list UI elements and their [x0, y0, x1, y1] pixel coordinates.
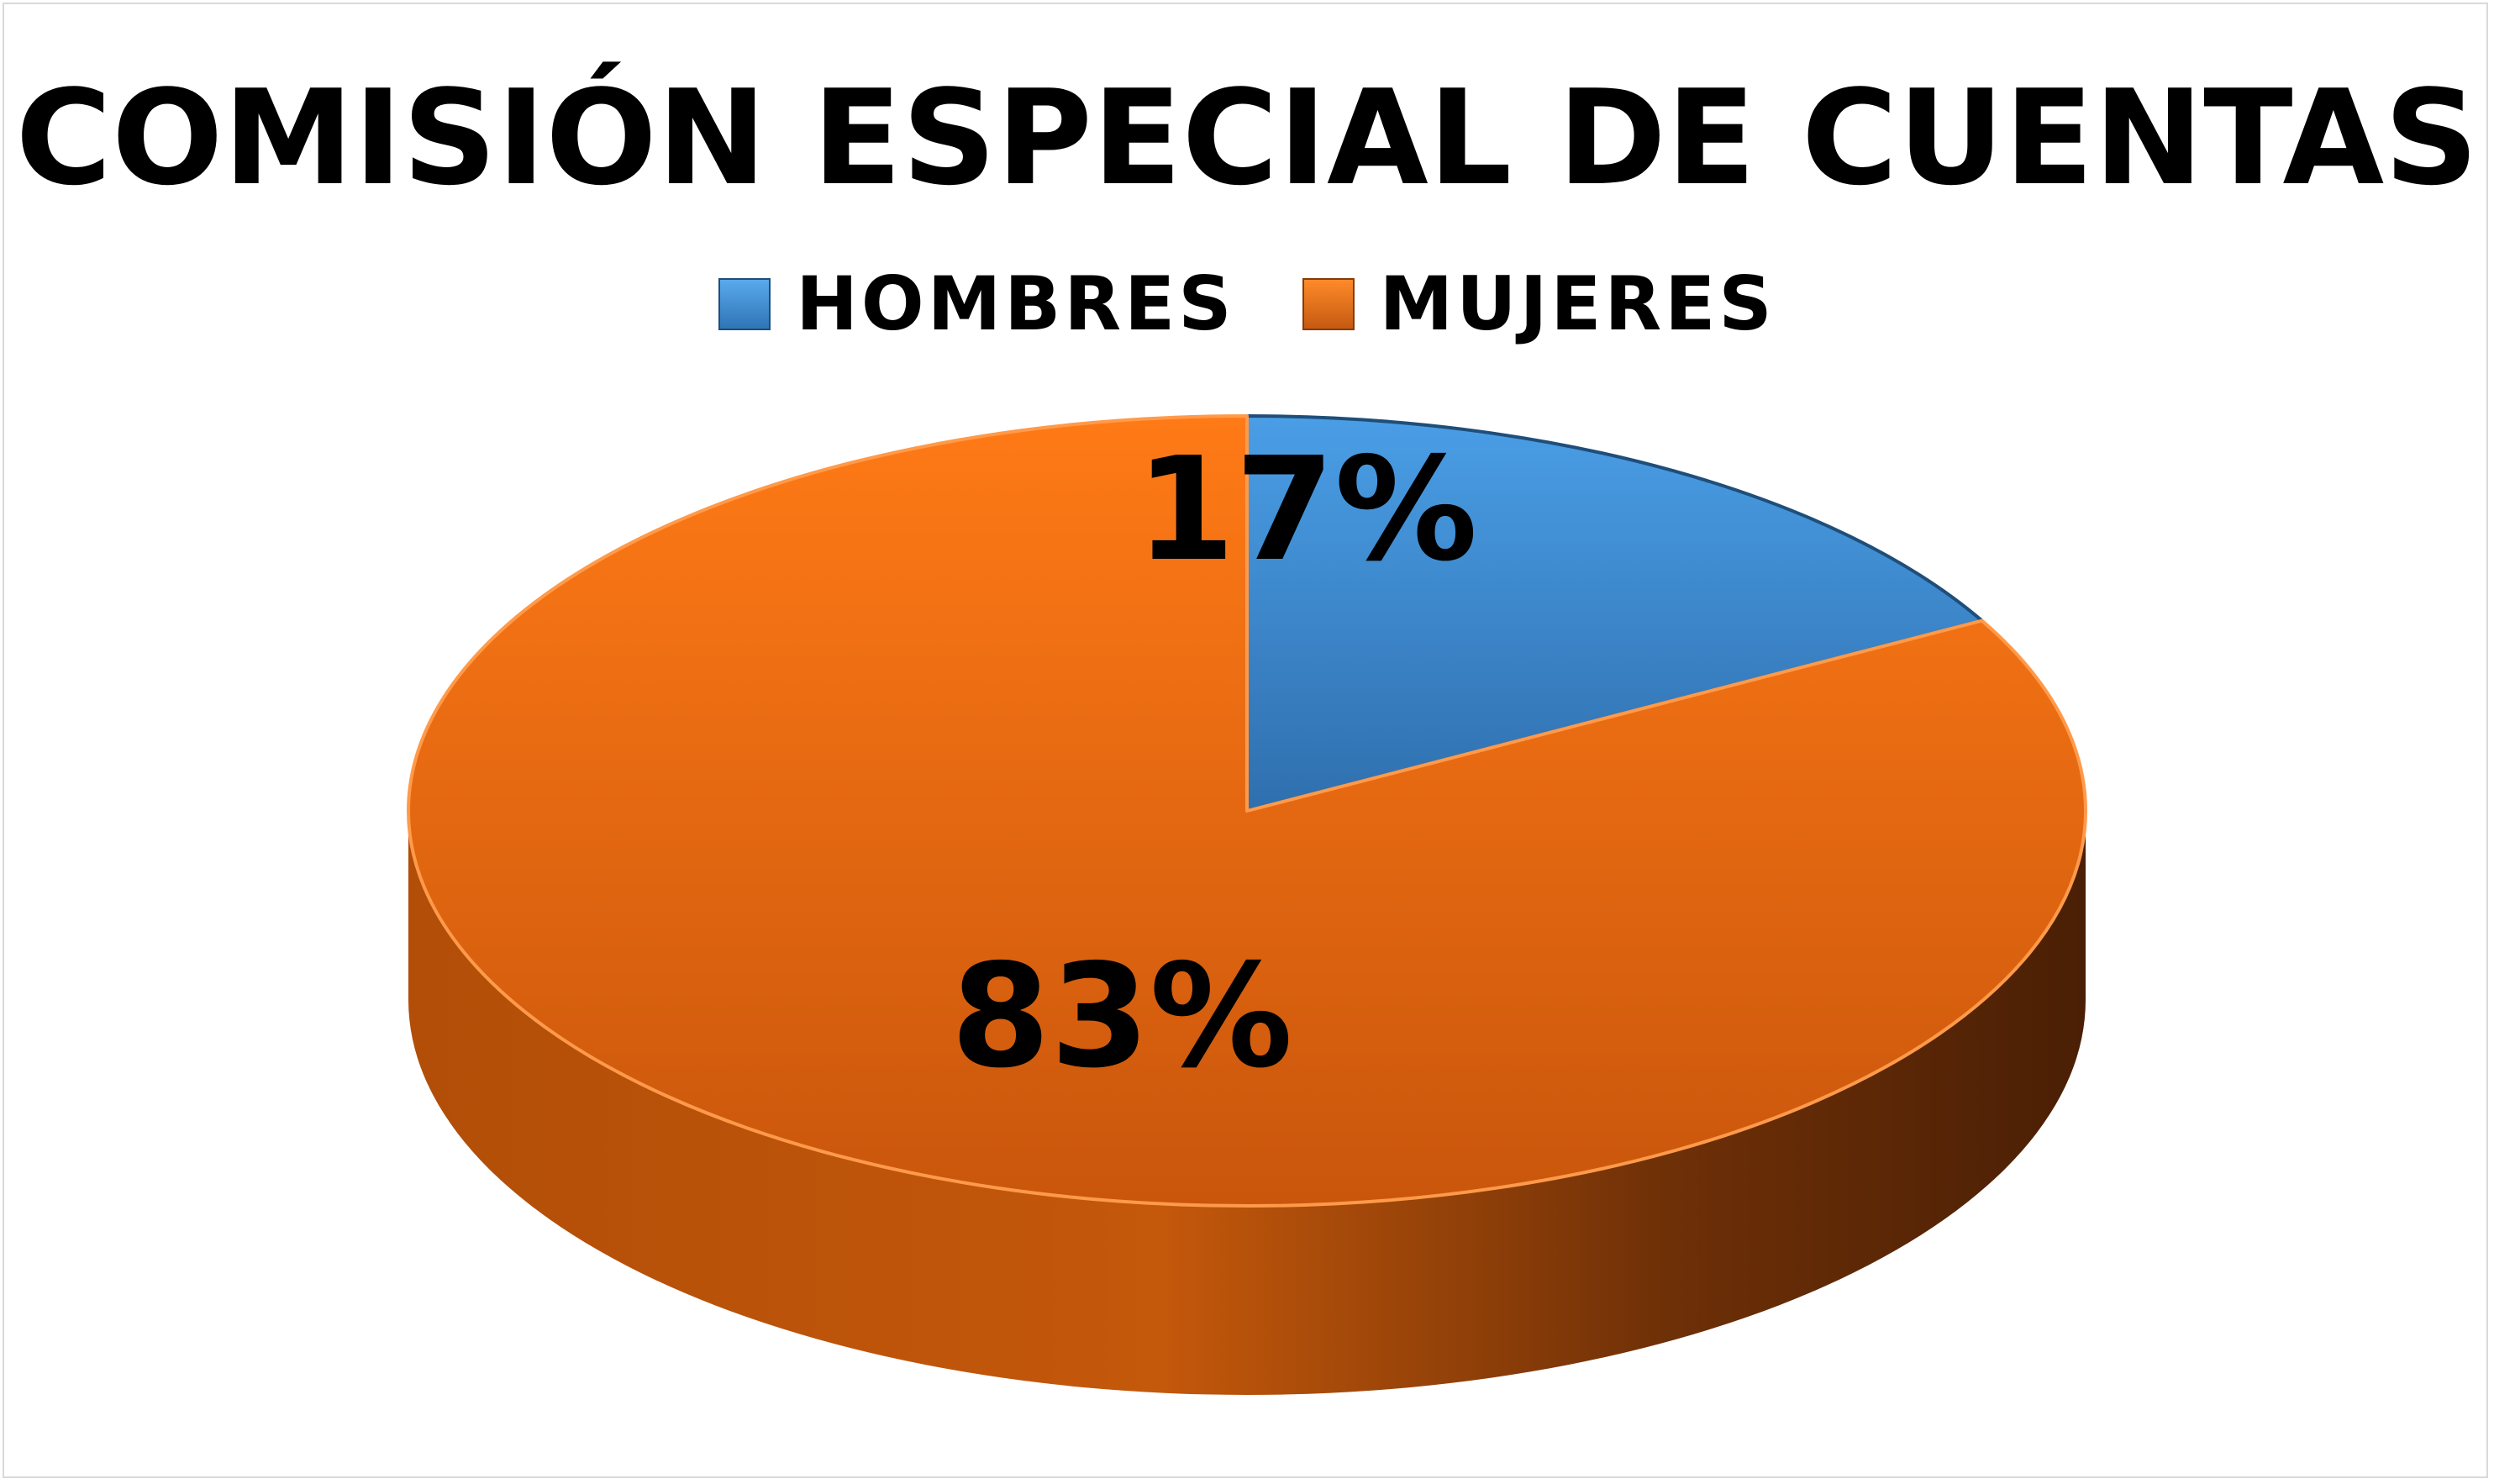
pie-slice-mujeres: [407, 414, 2087, 1208]
chart-legend: HOMBRES MUJERES: [0, 267, 2494, 341]
legend-item-hombres: HOMBRES: [718, 267, 1234, 341]
data-label-mujeres: 83%: [951, 934, 1293, 1100]
legend-swatch-mujeres: [1302, 278, 1355, 330]
legend-swatch-hombres: [718, 278, 771, 330]
legend-item-mujeres: MUJERES: [1302, 267, 1776, 341]
pie-side-wall: [408, 811, 2086, 1395]
chart-title: COMISIÓN ESPECIAL DE CUENTAS: [15, 61, 2479, 214]
pie-slice-hombres: [1245, 414, 1984, 813]
legend-label-mujeres: MUJERES: [1379, 260, 1776, 347]
data-label-hombres: 17%: [1136, 427, 1478, 593]
legend-label-hombres: HOMBRES: [796, 260, 1235, 347]
